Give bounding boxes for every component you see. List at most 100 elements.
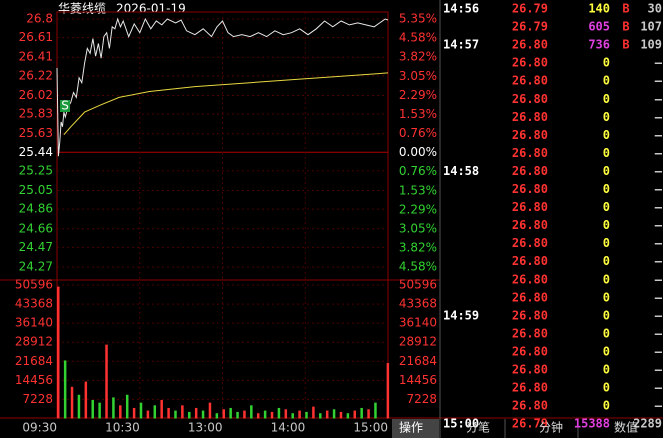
volume-tick-label: 28912 [15,335,53,349]
percent-tick-label: 3.05% [399,221,437,235]
volume-bar [270,411,274,419]
price-tick-label: 24.27 [19,260,53,274]
volume-tick-label: 7228 [22,392,53,406]
tick-count: 2289 [633,417,662,431]
volume-tick-label: 36140 [399,316,437,330]
volume-bar [201,410,205,419]
price-tick-label: 24.47 [19,240,53,254]
volume-bar [312,406,315,419]
volume-tick-label: 28912 [399,335,437,349]
percent-tick-label: 0.76% [399,164,437,178]
volume-bar [98,402,101,419]
time-tick-label: 13:00 [188,421,223,435]
tick-flag: B [622,20,629,34]
price-tick-label: 25.44 [19,145,53,159]
tick-price: 26.80 [512,218,548,232]
tick-count: – [655,254,663,268]
tick-volume: 0 [603,110,610,124]
tick-count: – [655,308,663,322]
price-tick-label: 26.02 [19,88,53,102]
tick-price: 26.79 [512,2,548,16]
price-tick-label: 24.86 [19,202,53,216]
price-line [56,17,389,157]
tick-count: – [655,182,663,196]
tick-count: 109 [640,38,662,52]
percent-tick-label: 2.29% [399,88,437,102]
tick-price: 26.80 [512,254,548,268]
tick-count: – [655,74,663,88]
date: 2026-01-19 [116,2,186,16]
buy-sell-marker: S [61,99,69,113]
tick-volume: 0 [603,218,610,232]
volume-bar [181,405,184,419]
volume-bar [215,413,219,419]
tick-volume: 0 [603,344,610,358]
tab[interactable]: 操作 [399,420,423,435]
tick-time: 14:56 [443,2,479,16]
tick-price: 26.80 [512,146,548,160]
tick-volume: 0 [603,56,610,70]
time-tick-label: 15:00 [353,421,388,435]
tab[interactable]: 数值 [614,420,638,435]
volume-bar [70,386,74,419]
tick-volume: 0 [603,290,610,304]
tick-count: – [655,128,663,142]
tick-price: 26.80 [512,200,548,214]
tick-volume: 15388 [574,417,610,431]
tick-volume: 0 [603,146,610,160]
volume-bar [332,409,336,419]
tick-price: 26.80 [512,272,548,286]
tick-count: – [655,381,663,395]
percent-tick-label: 4.58% [399,31,437,45]
volume-bar [256,413,260,419]
tick-volume: 0 [603,326,610,340]
volume-bar [243,410,246,419]
volume-bar [125,394,129,419]
tick-count: – [655,56,663,70]
tick-price: 26.80 [512,110,548,124]
price-tick-label: 25.25 [19,163,53,177]
volume-bar [194,407,198,419]
volume-bar [188,411,191,419]
tick-flag: B [622,2,629,16]
buy-sell-marker-bg [60,100,70,112]
volume-bar [91,400,94,419]
volume-bar [277,407,281,419]
tick-volume: 605 [588,20,610,34]
volume-tick-label: 14456 [15,373,53,387]
tab[interactable]: 分钟 [539,420,563,435]
tick-time: 14:57 [443,38,479,52]
volume-bar [119,405,122,419]
tick-volume: 0 [603,74,610,88]
tick-volume: 0 [603,272,610,286]
time-tick-label: 14:00 [271,421,306,435]
tick-price: 26.79 [512,20,548,34]
volume-bar [63,360,67,419]
tab-active-bg [392,419,439,438]
percent-tick-label: 5.35% [399,12,437,26]
time-tick-label: 10:30 [105,421,140,435]
volume-bar [298,410,301,419]
tick-count: – [655,92,663,106]
volume-tick-label: 21684 [15,354,53,368]
price-tick-label: 26.22 [19,68,53,82]
tick-count: – [655,236,663,250]
tick-volume: 0 [603,128,610,142]
volume-bar [346,413,350,419]
volume-bar [263,410,267,419]
tick-price: 26.80 [512,182,548,196]
tick-price: 26.80 [512,326,548,340]
volume-bar [84,381,88,419]
tab[interactable]: 分笔 [466,420,490,435]
tick-count: – [655,272,663,286]
volume-tick-label: 43368 [399,297,437,311]
tick-price: 26.80 [512,308,548,322]
tick-volume: 140 [588,2,610,16]
percent-tick-label: 4.58% [399,260,437,274]
tick-count: – [655,164,663,178]
price-tick-label: 24.66 [19,221,53,235]
tick-time: 14:59 [443,308,479,322]
volume-bar [236,411,239,419]
volume-bar [146,410,150,419]
price-tick-label: 26.61 [19,30,53,44]
